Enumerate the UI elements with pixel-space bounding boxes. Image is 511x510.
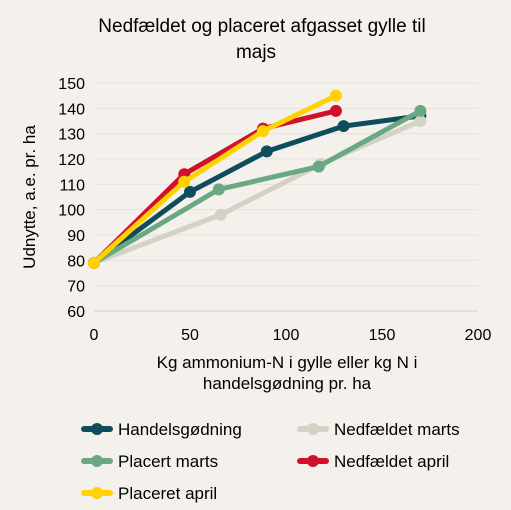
legend-label: Handelsgødning xyxy=(118,420,242,439)
y-tick-label: 120 xyxy=(58,152,85,169)
legend-marker xyxy=(307,423,319,435)
y-tick-label: 130 xyxy=(58,127,85,144)
data-point xyxy=(256,125,269,138)
legend-label: Placert marts xyxy=(118,452,218,471)
legend-label: Nedfældet marts xyxy=(334,420,460,439)
x-tick-labels: 0 50 100 150 200 xyxy=(90,327,492,344)
y-tick-label: 90 xyxy=(67,228,85,245)
data-point xyxy=(414,104,427,117)
series-layer xyxy=(88,89,427,269)
x-tick-label: 50 xyxy=(181,327,199,344)
chart-title-line-1: Nedfældet og placeret afgasset gylle til xyxy=(98,16,425,37)
data-point xyxy=(329,89,342,102)
chart-title-line-2: majs xyxy=(236,42,276,63)
series-line xyxy=(91,93,339,266)
y-axis-label: Udnytte, a.e. pr. ha xyxy=(20,125,39,269)
data-point xyxy=(337,120,350,133)
legend: Handelsgødning Nedfældet marts Placert mar… xyxy=(81,420,460,503)
legend-label: Nedfældet april xyxy=(334,452,449,471)
series-line xyxy=(91,108,423,266)
x-tick-label: 200 xyxy=(465,327,492,344)
data-point xyxy=(214,208,227,221)
series-line xyxy=(91,108,339,266)
data-point xyxy=(88,256,100,269)
y-tick-label: 70 xyxy=(67,279,85,296)
x-axis-label-line-2: handelsgødning pr. ha xyxy=(203,374,372,393)
series-4 xyxy=(88,89,342,269)
x-tick-label: 100 xyxy=(273,327,300,344)
legend-label: Placeret april xyxy=(118,484,217,503)
legend-item: Handelsgødning xyxy=(81,420,242,439)
data-point xyxy=(178,175,191,188)
data-point xyxy=(414,115,427,127)
y-tick-label: 150 xyxy=(58,76,85,93)
y-tick-label: 60 xyxy=(67,304,85,321)
data-point xyxy=(329,104,342,117)
y-tick-label: 100 xyxy=(58,203,85,220)
data-point xyxy=(184,185,196,198)
x-tick-label: 150 xyxy=(369,327,396,344)
legend-item: Placert marts xyxy=(81,452,218,471)
y-tick-label: 80 xyxy=(67,253,85,270)
y-tick-label: 110 xyxy=(59,177,85,194)
data-point xyxy=(212,183,225,196)
legend-item: Placeret april xyxy=(81,484,217,503)
legend-item: Nedfældet marts xyxy=(297,420,460,439)
legend-marker xyxy=(91,455,103,467)
legend-marker xyxy=(91,423,103,435)
legend-marker xyxy=(91,487,103,499)
data-point xyxy=(260,145,273,158)
legend-item: Nedfældet april xyxy=(297,452,449,471)
data-point xyxy=(312,160,325,173)
y-tick-labels: 60 70 80 90 100 110 120 130 140 150 xyxy=(58,76,85,321)
legend-marker xyxy=(307,455,319,467)
x-axis-label-line-1: Kg ammonium-N i gylle eller kg N i xyxy=(157,353,418,372)
series-line xyxy=(91,118,423,266)
x-tick-label: 0 xyxy=(90,327,99,344)
y-tick-label: 140 xyxy=(58,101,85,118)
